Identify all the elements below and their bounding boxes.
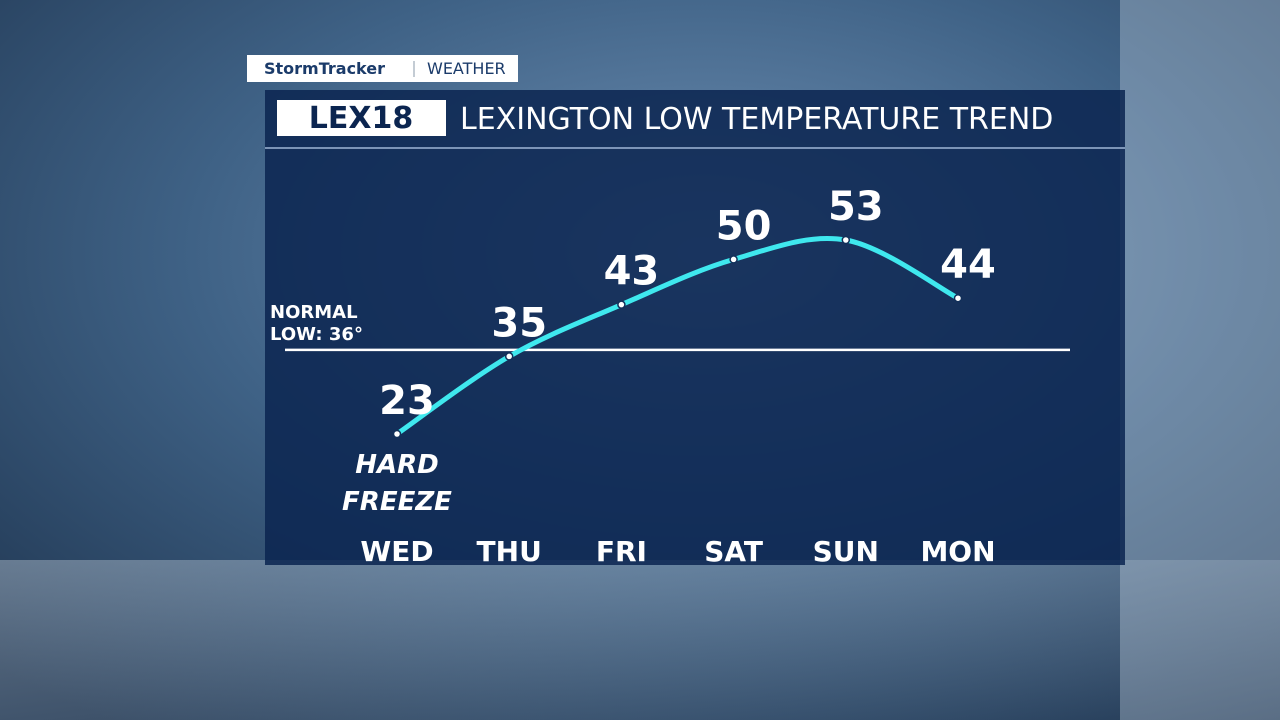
value-label: 35 bbox=[491, 300, 547, 346]
value-label: 53 bbox=[828, 184, 884, 230]
x-tick-label: SUN bbox=[813, 535, 879, 568]
panel bbox=[265, 90, 1125, 565]
point bbox=[953, 293, 963, 303]
brand: StormTracker bbox=[264, 59, 385, 78]
trend-line bbox=[394, 235, 961, 437]
value-label: 50 bbox=[716, 203, 772, 249]
chart-title: LEXINGTON LOW TEMPERATURE TREND bbox=[460, 102, 1053, 137]
value-label: 44 bbox=[940, 242, 996, 288]
x-tick-label: FRI bbox=[596, 535, 647, 568]
section: WEATHER bbox=[427, 59, 506, 78]
point bbox=[729, 255, 738, 264]
value-label: 23 bbox=[379, 378, 435, 424]
logo: LEX18 bbox=[309, 101, 414, 136]
annotation: HARD bbox=[355, 450, 438, 480]
frost-right bbox=[1120, 0, 1280, 720]
normal-label: NORMAL bbox=[270, 302, 358, 323]
header-box bbox=[247, 55, 518, 82]
value-label: 43 bbox=[604, 249, 660, 295]
normal-label: LOW: 36° bbox=[270, 324, 363, 345]
point bbox=[504, 352, 514, 361]
x-tick-label: SAT bbox=[704, 535, 763, 568]
x-tick-label: WED bbox=[360, 535, 433, 568]
x-tick-label: THU bbox=[477, 535, 542, 568]
frost bbox=[0, 560, 1280, 720]
annotation: FREEZE bbox=[342, 487, 452, 517]
point bbox=[617, 300, 626, 309]
logo-box bbox=[277, 100, 446, 136]
point bbox=[392, 429, 402, 439]
x-tick-label: MON bbox=[920, 535, 995, 568]
point bbox=[841, 235, 851, 245]
